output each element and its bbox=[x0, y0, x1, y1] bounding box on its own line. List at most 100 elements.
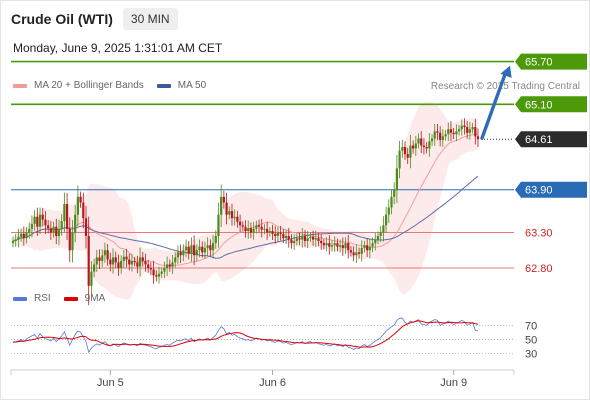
candle-body bbox=[220, 196, 223, 215]
candle-body bbox=[268, 231, 271, 233]
candle-body bbox=[130, 260, 134, 265]
timeframe-badge[interactable]: 30 MIN bbox=[122, 8, 178, 30]
candle-body bbox=[274, 233, 277, 237]
candle-body bbox=[20, 233, 23, 237]
forecast-arrow-head bbox=[500, 65, 512, 79]
legend-item-ma50: MA 50 bbox=[156, 80, 206, 91]
candle-body bbox=[63, 203, 66, 222]
candle-body bbox=[155, 275, 158, 277]
price-tag-label: 65.10 bbox=[525, 99, 553, 111]
candle-body bbox=[412, 145, 415, 149]
candle-body bbox=[303, 236, 307, 241]
x-tick-label-jun-6: Jun 6 bbox=[259, 377, 286, 389]
candle-body bbox=[95, 257, 98, 265]
candle-body bbox=[152, 269, 155, 276]
candle-body bbox=[295, 238, 298, 241]
candle-body bbox=[103, 250, 107, 256]
candle-body bbox=[87, 236, 90, 286]
candle-body bbox=[125, 256, 128, 260]
candle-body bbox=[79, 196, 82, 203]
candle-body bbox=[168, 264, 171, 267]
candle-body bbox=[11, 240, 15, 244]
candle-body bbox=[466, 127, 469, 133]
candle-body bbox=[420, 138, 423, 146]
candle-body bbox=[306, 238, 309, 241]
candle-body bbox=[339, 245, 342, 247]
research-credit: Research © 2025 Trading Central bbox=[430, 81, 580, 92]
candle-body bbox=[325, 243, 328, 246]
candle-body bbox=[33, 216, 36, 224]
forecast-arrow-shaft bbox=[480, 69, 508, 140]
candle-body bbox=[122, 256, 125, 261]
candle-body bbox=[222, 196, 225, 203]
ma50-line bbox=[12, 175, 479, 259]
candle-body bbox=[187, 246, 190, 254]
candle-body bbox=[355, 252, 358, 256]
candle-body bbox=[271, 231, 274, 234]
candle-body bbox=[422, 145, 426, 148]
rsi-tick-label-70: 70 bbox=[525, 320, 537, 332]
candle-body bbox=[474, 127, 477, 137]
candle-body bbox=[228, 211, 231, 215]
candle-body bbox=[341, 245, 344, 249]
candle-body bbox=[160, 271, 163, 274]
candle-body bbox=[149, 268, 152, 270]
price-tag-label: 64.61 bbox=[525, 134, 553, 146]
candle-body bbox=[49, 228, 52, 233]
candle-body bbox=[417, 138, 420, 144]
candle-body bbox=[120, 260, 123, 269]
candle-body bbox=[436, 131, 439, 133]
candle-body bbox=[263, 228, 266, 230]
candle-body bbox=[38, 214, 42, 227]
x-tick-label-jun-9: Jun 9 bbox=[440, 377, 467, 389]
legend-label-9ma: 9MA bbox=[84, 293, 106, 304]
price-tag-label: 63.30 bbox=[525, 227, 553, 239]
candle-body bbox=[320, 240, 323, 244]
candle-body bbox=[371, 243, 374, 247]
price-legend: MA 20 + Bollinger Bands MA 50 bbox=[13, 80, 219, 91]
candle-body bbox=[444, 134, 447, 137]
candle-body bbox=[374, 239, 377, 244]
candle-body bbox=[387, 207, 390, 215]
candle-body bbox=[244, 226, 247, 232]
candle-body bbox=[36, 216, 39, 227]
candle-body bbox=[279, 232, 282, 234]
candle-body bbox=[198, 246, 201, 251]
candle-body bbox=[141, 257, 144, 261]
candle-body bbox=[403, 147, 407, 155]
candle-body bbox=[455, 131, 458, 135]
candle-body bbox=[211, 243, 215, 251]
candle-body bbox=[17, 236, 20, 240]
rsi-swatch bbox=[13, 296, 27, 301]
candle-body bbox=[441, 136, 444, 140]
candle-body bbox=[360, 248, 363, 254]
candle-body bbox=[430, 138, 434, 142]
candle-body bbox=[317, 238, 320, 241]
candle-body bbox=[452, 132, 455, 135]
candle-body bbox=[55, 226, 58, 237]
candle-body bbox=[293, 240, 296, 244]
candle-body bbox=[406, 154, 409, 158]
candle-body bbox=[60, 221, 63, 229]
candle-body bbox=[298, 238, 301, 240]
ma20-swatch bbox=[13, 83, 27, 88]
candle-body bbox=[114, 257, 117, 263]
legend-item-9ma: 9MA bbox=[63, 293, 106, 304]
instrument-title: Crude Oil (WTI) bbox=[11, 11, 113, 27]
candle-body bbox=[106, 250, 109, 260]
candle-body bbox=[28, 228, 31, 233]
candle-body bbox=[257, 225, 261, 227]
candle-body bbox=[460, 125, 463, 130]
candle-body bbox=[395, 168, 398, 190]
candle-body bbox=[195, 250, 198, 256]
candle-body bbox=[233, 216, 236, 219]
candle-body bbox=[357, 252, 361, 254]
candle-body bbox=[252, 228, 255, 233]
price-tag-shape bbox=[515, 96, 587, 113]
candle-body bbox=[368, 246, 371, 251]
price-tag-65.70: 65.70 bbox=[515, 53, 587, 70]
candle-body bbox=[109, 259, 112, 265]
candle-body bbox=[44, 219, 47, 226]
candles-group bbox=[11, 118, 480, 306]
